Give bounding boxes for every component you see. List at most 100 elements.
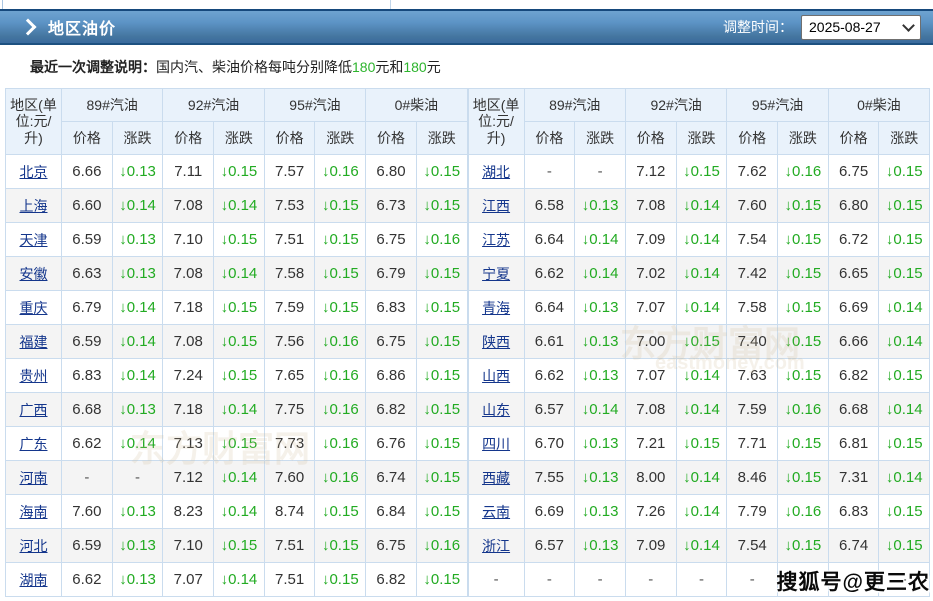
change-cell: ↓0.13 (574, 290, 626, 325)
table-row: 青海 6.64 ↓0.13 7.07 ↓0.14 7.58 ↓0.15 6.69 ↓0.14 (467, 290, 931, 325)
change-cell: ↓0.13 (574, 494, 626, 529)
sub-header-change: 涨跌 (111, 121, 164, 155)
region-link[interactable]: 陕西 (467, 324, 525, 359)
change-cell: ↓0.14 (213, 562, 265, 597)
price-cell: 7.59 (263, 290, 316, 325)
region-link[interactable]: 湖南 (5, 562, 62, 597)
corner-tick (2, 0, 3, 9)
adjustment-notice: 最近一次调整说明： 国内汽、柴油价格每吨分别降低180元和180元 (0, 45, 933, 88)
change-cell: ↓0.13 (111, 528, 164, 563)
table-row: 天津 6.59 ↓0.13 7.10 ↓0.15 7.51 ↓0.15 6.75 ↓0.16 (5, 222, 468, 257)
region-link[interactable]: 山西 (467, 358, 525, 393)
change-cell: ↓0.13 (574, 188, 626, 223)
sub-header-price: 价格 (162, 121, 215, 155)
price-cell: 6.76 (365, 426, 417, 461)
region-link[interactable]: 上海 (5, 188, 62, 223)
sub-header-price: 价格 (61, 121, 113, 155)
adjust-date-select[interactable]: 2025-08-27 (801, 14, 921, 40)
change-cell: ↓0.15 (777, 222, 829, 257)
price-cell: 6.75 (827, 154, 880, 189)
empty-cell: - (624, 562, 677, 597)
change-cell: ↓0.15 (777, 188, 829, 223)
change-cell: ↓0.14 (675, 290, 728, 325)
price-cell: 7.57 (263, 154, 316, 189)
change-cell: ↓0.16 (314, 392, 367, 427)
change-cell: ↓0.15 (415, 154, 468, 189)
change-cell: ↓0.15 (415, 188, 468, 223)
region-link[interactable]: 贵州 (5, 358, 62, 393)
region-link[interactable]: 安徽 (5, 256, 62, 291)
fuel-group-header: 92#汽油 (624, 88, 728, 122)
section-header-bar: 地区油价 调整时间： 2025-08-27 (0, 9, 933, 45)
empty-cell: - (777, 562, 829, 597)
region-link[interactable]: 江西 (467, 188, 525, 223)
price-cell: 7.53 (263, 188, 316, 223)
empty-cell: - (574, 562, 626, 597)
change-cell: ↓0.15 (213, 528, 265, 563)
region-link[interactable]: 广西 (5, 392, 62, 427)
change-cell: ↓0.14 (111, 324, 164, 359)
region-link[interactable]: 河北 (5, 528, 62, 563)
price-cell: 6.83 (61, 358, 113, 393)
table-row: 重庆 6.79 ↓0.14 7.18 ↓0.15 7.59 ↓0.15 6.83 ↓0.15 (5, 290, 468, 325)
page-title: 地区油价 (48, 21, 117, 38)
region-link[interactable]: 浙江 (467, 528, 525, 563)
change-cell: ↓0.14 (675, 222, 728, 257)
change-cell: ↓0.14 (675, 358, 728, 393)
price-cell: 6.64 (523, 222, 576, 257)
change-cell: ↓0.15 (415, 426, 468, 461)
price-cell: 7.60 (726, 188, 779, 223)
region-link[interactable]: 湖北 (467, 154, 525, 189)
price-cell: 7.55 (523, 460, 576, 495)
price-cell: 7.09 (624, 222, 677, 257)
region-link[interactable]: 山东 (467, 392, 525, 427)
region-link[interactable]: 广东 (5, 426, 62, 461)
region-link[interactable]: 宁夏 (467, 256, 525, 291)
price-cell: 7.21 (624, 426, 677, 461)
sub-header-price: 价格 (263, 121, 316, 155)
oil-price-table-left: 地区(单位:元/升) 89#汽油 92#汽油 95#汽油 0#柴油 价格 涨跌 价格 涨跌 价格涨… (5, 88, 468, 597)
change-cell: ↓0.15 (314, 222, 367, 257)
region-link[interactable]: 天津 (5, 222, 62, 257)
price-cell: 7.13 (162, 426, 215, 461)
region-link[interactable]: 四川 (467, 426, 525, 461)
table-row: 广东 6.62 ↓0.14 7.13 ↓0.15 7.73 ↓0.16 6.76 ↓0.15 (5, 426, 468, 461)
region-link[interactable]: 海南 (5, 494, 62, 529)
price-cell: 7.62 (726, 154, 779, 189)
region-link[interactable]: 福建 (5, 324, 62, 359)
price-cell: 7.71 (726, 426, 779, 461)
change-cell: ↓0.16 (415, 528, 468, 563)
adjust-time-label: 调整时间： (723, 19, 793, 35)
change-cell: ↓0.13 (574, 528, 626, 563)
region-link[interactable]: 青海 (467, 290, 525, 325)
change-cell: ↓0.14 (675, 256, 728, 291)
region-link[interactable]: 重庆 (5, 290, 62, 325)
change-cell: ↓0.15 (777, 460, 829, 495)
region-link[interactable]: 江苏 (467, 222, 525, 257)
oil-price-table-right: 地区(单位:元/升) 89#汽油 92#汽油 95#汽油 0#柴油 价格 涨跌 价格 涨跌 价格涨… (467, 88, 931, 597)
empty-cell: - (726, 562, 779, 597)
price-cell: 8.46 (726, 460, 779, 495)
empty-cell: - (111, 460, 164, 495)
change-cell: ↓0.15 (314, 528, 367, 563)
region-link[interactable]: 云南 (467, 494, 525, 529)
price-cell: 7.54 (726, 528, 779, 563)
region-link[interactable]: 北京 (5, 154, 62, 189)
price-cell: 6.58 (523, 188, 576, 223)
table-row: 云南 6.69 ↓0.13 7.26 ↓0.14 7.79 ↓0.16 6.83 ↓0.15 (467, 494, 931, 529)
sub-header-change: 涨跌 (213, 121, 265, 155)
table-row: 河北 6.59 ↓0.13 7.10 ↓0.15 7.51 ↓0.15 6.75 ↓0.16 (5, 528, 468, 563)
change-cell: ↓0.15 (878, 188, 931, 223)
fuel-group-header: 89#汽油 (60, 88, 164, 122)
change-cell: ↓0.14 (111, 358, 164, 393)
table-row: 浙江 6.57 ↓0.13 7.09 ↓0.14 7.54 ↓0.15 6.74 ↓0.15 (467, 528, 931, 563)
change-cell: ↓0.16 (777, 392, 829, 427)
table-row: 江苏 6.64 ↓0.14 7.09 ↓0.14 7.54 ↓0.15 6.72 ↓0.15 (467, 222, 931, 257)
price-cell: 8.00 (624, 460, 677, 495)
change-cell: ↓0.13 (574, 426, 626, 461)
price-cell: 7.58 (263, 256, 316, 291)
price-cell: 6.68 (61, 392, 113, 427)
region-link[interactable]: 西藏 (467, 460, 525, 495)
region-link[interactable]: 河南 (5, 460, 62, 495)
price-cell: 7.10 (162, 528, 215, 563)
